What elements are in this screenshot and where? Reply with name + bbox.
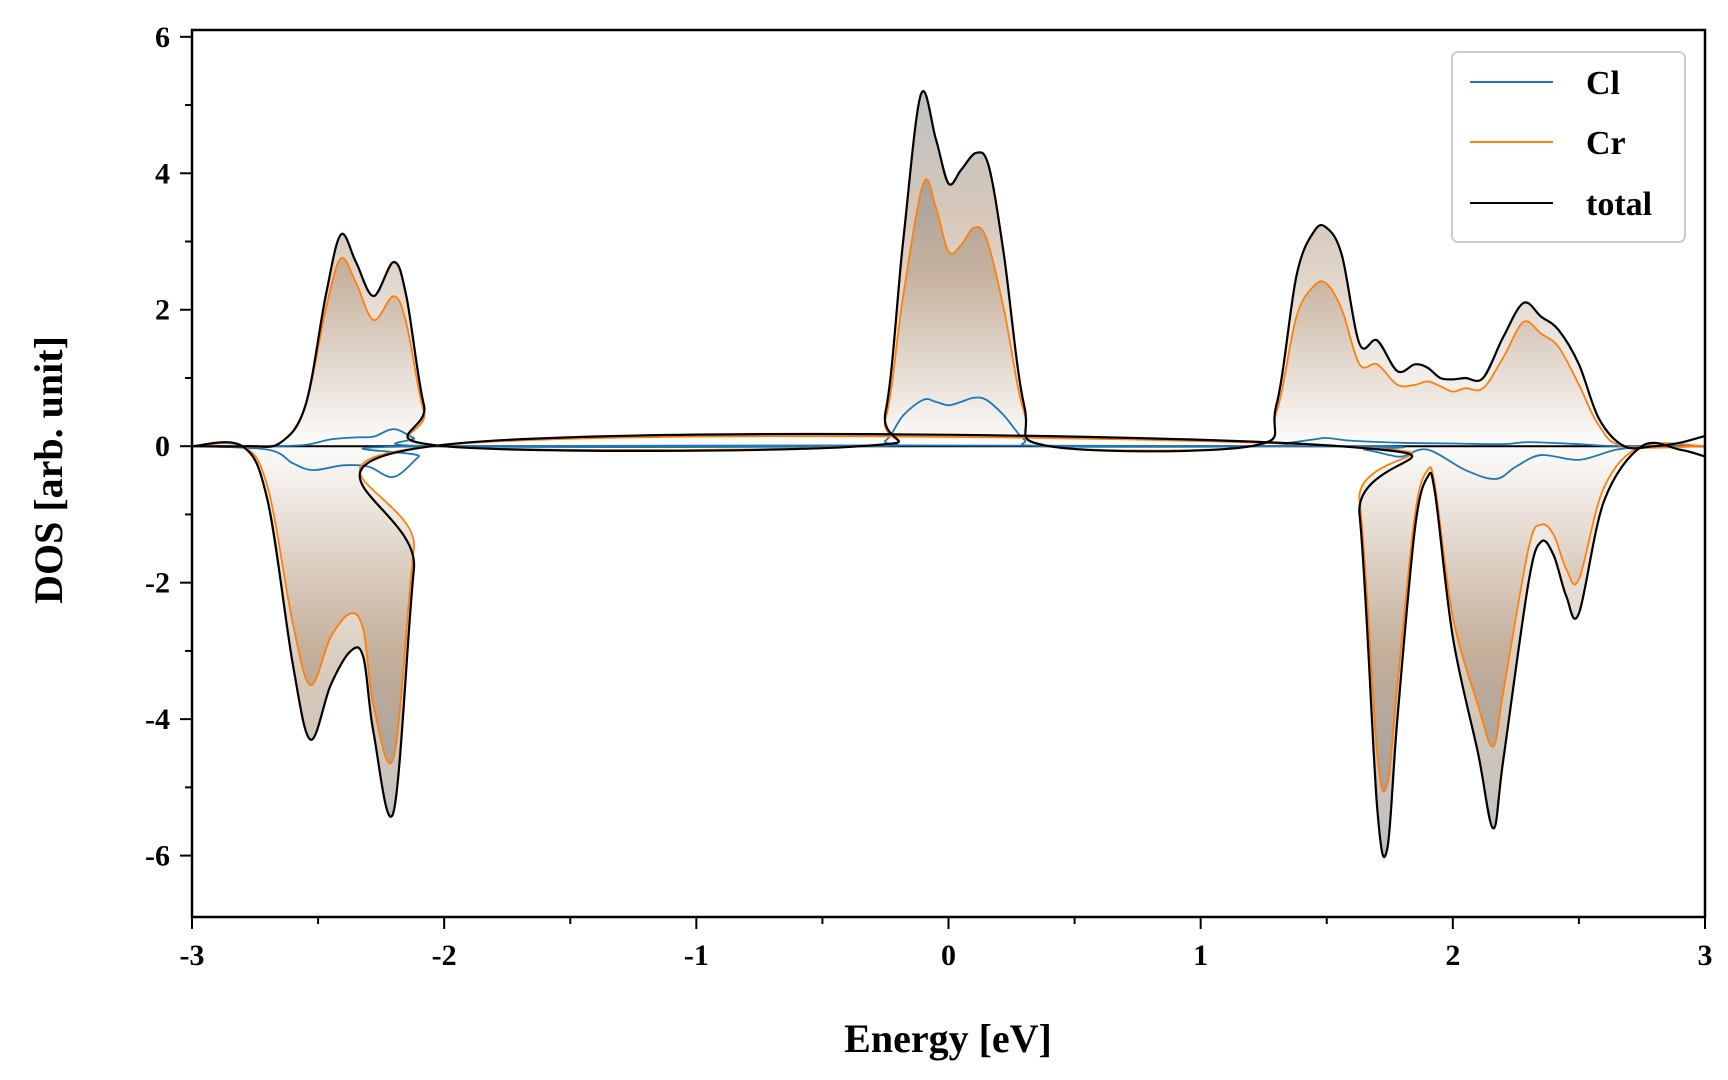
- y-tick-label: -2: [145, 567, 170, 600]
- series-cr-spin-down: [192, 435, 1705, 793]
- y-axis-title: DOS [arb. unit]: [26, 336, 71, 604]
- x-axis: -3 -2 -1 0 1 2 3: [180, 917, 1713, 972]
- y-tick-label: 4: [155, 157, 170, 190]
- y-axis: -6 -4 -2 0 2 4 6: [145, 21, 192, 873]
- series-cr-spin-up: [192, 178, 1705, 452]
- series-layer: [192, 90, 1705, 859]
- legend-label-cl: Cl: [1586, 65, 1620, 102]
- x-tick-label: 1: [1193, 939, 1208, 972]
- x-tick-label: 2: [1445, 939, 1460, 972]
- x-tick-label: -2: [432, 939, 457, 972]
- x-tick-label: 0: [941, 939, 956, 972]
- fill-layer: [192, 91, 1705, 858]
- fill-cr-down: [192, 436, 1705, 792]
- x-axis-title: Energy [eV]: [844, 1016, 1052, 1061]
- y-tick-label: -4: [145, 703, 170, 736]
- series-total-spin-up: [192, 90, 1705, 453]
- x-tick-label: -3: [180, 939, 205, 972]
- legend-label-cr: Cr: [1586, 125, 1626, 162]
- y-tick-label: 2: [155, 294, 170, 327]
- legend: Cl Cr total: [1451, 51, 1686, 243]
- x-tick-label: -1: [684, 939, 709, 972]
- y-tick-label: 0: [155, 430, 170, 463]
- x-tick-label: 3: [1698, 939, 1713, 972]
- y-tick-label: -6: [145, 840, 170, 873]
- legend-label-total: total: [1586, 186, 1652, 223]
- y-tick-label: 6: [155, 21, 170, 54]
- fill-cr-up: [192, 179, 1705, 451]
- series-cl-spin-down: [192, 444, 1705, 480]
- series-cl-spin-up: [192, 396, 1705, 448]
- legend-box: [1451, 51, 1686, 243]
- series-total-spin-down: [192, 432, 1705, 859]
